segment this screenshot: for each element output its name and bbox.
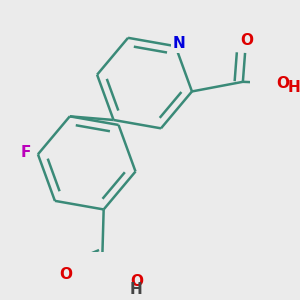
- Text: O: O: [276, 76, 289, 91]
- Text: O: O: [130, 274, 143, 289]
- Text: N: N: [172, 37, 185, 52]
- Text: F: F: [21, 146, 31, 160]
- Text: H: H: [130, 282, 142, 297]
- Text: H: H: [288, 80, 300, 95]
- Text: O: O: [240, 33, 253, 48]
- Text: O: O: [59, 267, 72, 282]
- Text: N: N: [172, 37, 185, 52]
